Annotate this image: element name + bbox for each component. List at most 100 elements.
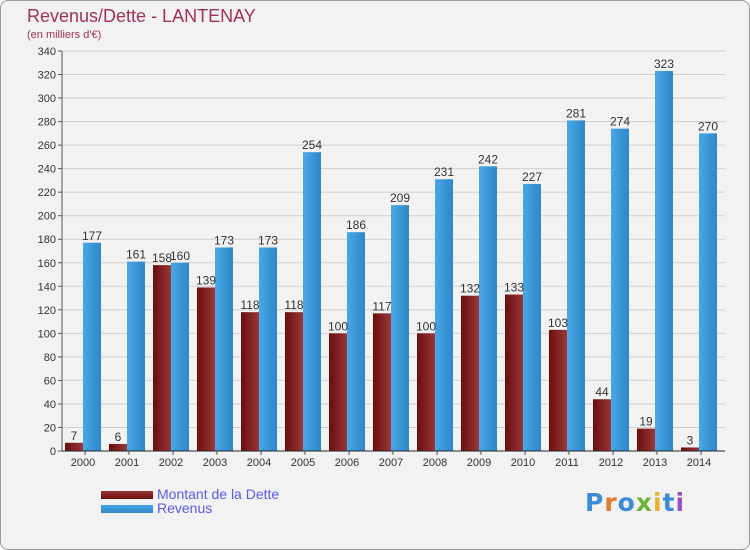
data-label-revenue-2014: 270	[698, 119, 718, 133]
data-label-revenue-2004: 173	[258, 233, 278, 247]
x-tick-label-2001: 2001	[115, 457, 139, 469]
y-axis-ticks: 0 20 40 60 80 100 120 140 160 180 200 220 240 260 280 3…	[38, 46, 62, 458]
data-label-revenue-2009: 242	[478, 152, 498, 166]
bar-revenue-2002	[171, 262, 189, 451]
bar-debt-2006	[329, 333, 347, 451]
y-tick-label: 220	[38, 187, 56, 199]
x-tick-label-2013: 2013	[643, 457, 667, 469]
bar-debt-2011	[549, 329, 567, 451]
chart-title: Revenus/Dette - LANTENAY	[27, 6, 256, 26]
bar-debt-2009	[461, 295, 479, 451]
x-tick-label-2000: 2000	[71, 457, 95, 469]
data-label-debt-2001: 6	[115, 430, 122, 444]
x-tick-label-2003: 2003	[203, 457, 227, 469]
bar-revenue-2007	[391, 205, 409, 451]
bar-debt-2014	[681, 447, 699, 451]
y-tick-label: 200	[38, 211, 56, 223]
x-tick-label-2006: 2006	[335, 457, 359, 469]
bar-revenue-2011	[567, 120, 585, 451]
data-label-debt-2014: 3	[687, 433, 694, 447]
x-tick-label-2009: 2009	[467, 457, 491, 469]
bar-revenue-2012	[611, 128, 629, 451]
y-tick-label: 100	[38, 328, 56, 340]
data-label-revenue-2005: 254	[302, 138, 322, 152]
bar-revenue-2010	[523, 183, 541, 452]
x-tick-label-2011: 2011	[555, 457, 579, 469]
proxiti-logo: Proxiti	[585, 488, 685, 517]
data-label-revenue-2001: 161	[126, 248, 146, 262]
bar-revenue-2003	[215, 247, 233, 451]
x-tick-label-2010: 2010	[511, 457, 535, 469]
data-label-debt-2003: 139	[196, 273, 216, 287]
bar-debt-2013	[637, 428, 655, 451]
bar-debt-2012	[593, 399, 611, 451]
bar-revenue-2001	[127, 261, 145, 451]
bar-revenue-2000	[83, 242, 101, 451]
y-tick-label: 300	[38, 93, 56, 105]
bar-debt-2004	[241, 312, 259, 451]
bar-revenue-2013	[655, 71, 673, 451]
x-tick-label-2008: 2008	[423, 457, 447, 469]
y-tick-label: 180	[38, 234, 56, 246]
y-tick-label: 280	[38, 117, 56, 129]
y-tick-label: 60	[44, 375, 56, 387]
y-tick-label: 240	[38, 164, 56, 176]
data-label-debt-2004: 118	[240, 298, 259, 312]
data-label-debt-2007: 117	[372, 299, 391, 313]
bar-debt-2000	[65, 442, 83, 451]
y-tick-label: 160	[38, 258, 56, 270]
data-label-revenue-2006: 186	[346, 218, 366, 232]
y-tick-label: 0	[50, 446, 56, 458]
data-label-debt-2010: 133	[504, 281, 524, 295]
bar-debt-2005	[285, 312, 303, 451]
logo-letter: P	[585, 488, 605, 517]
y-tick-label: 80	[44, 352, 56, 364]
logo-letter: i	[653, 488, 663, 517]
bar-revenue-2004	[259, 247, 277, 451]
x-tick-label-2012: 2012	[599, 457, 623, 469]
data-label-revenue-2012: 274	[610, 115, 630, 129]
logo-letter: r	[604, 488, 618, 517]
data-label-revenue-2002: 160	[170, 249, 190, 263]
y-tick-label: 120	[38, 305, 56, 317]
x-tick-label-2005: 2005	[291, 457, 315, 469]
x-tick-label-2007: 2007	[379, 457, 403, 469]
data-label-debt-2011: 103	[548, 316, 568, 330]
legend-label-revenue: Revenus	[157, 500, 213, 516]
y-tick-label: 340	[38, 46, 56, 58]
x-axis-ticks: 2000 2001 2002 2003 2004 2005 2006 2007 2008 2009…	[71, 451, 711, 469]
bar-revenue-2008	[435, 179, 453, 451]
data-label-debt-2005: 118	[284, 298, 303, 312]
data-label-revenue-2011: 281	[566, 106, 586, 120]
bars	[65, 71, 717, 452]
y-tick-label: 40	[44, 399, 56, 411]
bar-debt-2008	[417, 333, 435, 451]
bar-revenue-2006	[347, 232, 365, 451]
data-label-debt-2002: 158	[152, 251, 172, 265]
data-label-debt-2013: 19	[639, 415, 653, 429]
data-label-revenue-2008: 231	[434, 165, 454, 179]
logo-letter: t	[662, 488, 676, 517]
x-tick-label-2004: 2004	[247, 457, 271, 469]
logo-letter: o	[617, 488, 636, 517]
y-tick-label: 320	[38, 70, 56, 82]
bar-revenue-2014	[699, 133, 717, 451]
legend-label-debt: Montant de la Dette	[157, 486, 280, 502]
data-label-debt-2009: 132	[460, 282, 480, 296]
data-label-debt-2006: 100	[328, 319, 348, 333]
y-tick-label: 260	[38, 140, 56, 152]
bar-revenue-2005	[303, 152, 321, 452]
data-label-revenue-2000: 177	[82, 229, 102, 243]
x-tick-label-2002: 2002	[159, 457, 183, 469]
logo-letter: x	[635, 488, 653, 517]
data-label-debt-2000: 7	[71, 429, 78, 443]
data-label-revenue-2007: 209	[390, 191, 410, 205]
y-tick-label: 20	[44, 422, 56, 434]
bar-debt-2007	[373, 313, 391, 451]
legend-swatch-debt	[101, 491, 153, 499]
data-label-revenue-2010: 227	[522, 170, 542, 184]
bar-debt-2001	[109, 443, 127, 451]
bar-debt-2002	[153, 265, 171, 451]
